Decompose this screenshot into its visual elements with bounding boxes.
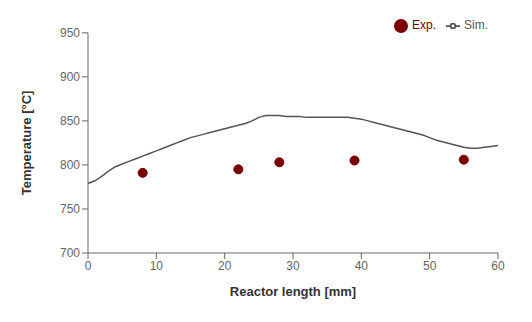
svg-text:40: 40 bbox=[355, 259, 369, 273]
svg-text:0: 0 bbox=[85, 259, 92, 273]
html-text:Exp.: Exp. bbox=[412, 18, 436, 32]
html-text:Sim.: Sim. bbox=[464, 18, 488, 32]
svg-text:Temperature [°C]: Temperature [°C] bbox=[19, 91, 34, 196]
svg-text:10: 10 bbox=[150, 259, 164, 273]
svg-text:950: 950 bbox=[60, 26, 80, 40]
svg-text:800: 800 bbox=[60, 158, 80, 172]
svg-text:50: 50 bbox=[423, 259, 437, 273]
svg-text:850: 850 bbox=[60, 114, 80, 128]
svg-text:20: 20 bbox=[218, 259, 232, 273]
svg-text:30: 30 bbox=[286, 259, 300, 273]
svg-text:900: 900 bbox=[60, 70, 80, 84]
svg-text:60: 60 bbox=[491, 259, 505, 273]
svg-text:700: 700 bbox=[60, 246, 80, 260]
svg-text:Reactor length [mm]: Reactor length [mm] bbox=[230, 284, 356, 299]
svg-text:750: 750 bbox=[60, 202, 80, 216]
